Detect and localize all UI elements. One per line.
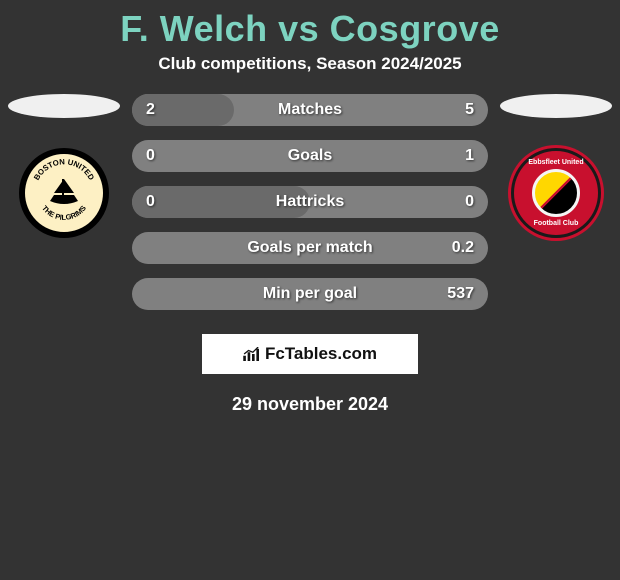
badge-left-ring-icon: BOSTON UNITED THE PILGRIMS: [25, 154, 103, 232]
stat-label: Min per goal: [263, 285, 357, 303]
stat-value-left: 0: [146, 193, 155, 211]
stat-row: 2 Matches 5: [132, 94, 488, 126]
stat-label: Hattricks: [276, 193, 344, 211]
footer-brand-box: FcTables.com: [202, 334, 418, 374]
stat-row: Min per goal 537: [132, 278, 488, 310]
stat-value-right: 0.2: [452, 239, 474, 257]
svg-text:THE PILGRIMS: THE PILGRIMS: [40, 204, 88, 222]
player-right-silhouette: [500, 94, 612, 118]
stat-value-left: 2: [146, 101, 155, 119]
svg-text:BOSTON UNITED: BOSTON UNITED: [32, 157, 96, 182]
page-title: F. Welch vs Cosgrove: [0, 8, 620, 50]
player-left-silhouette: [8, 94, 120, 118]
chart-icon: [243, 347, 261, 361]
comparison-card: F. Welch vs Cosgrove Club competitions, …: [0, 0, 620, 415]
badge-right-inner-icon: [532, 169, 580, 217]
main-content: BOSTON UNITED THE PILGRIMS: [0, 94, 620, 310]
right-side: Ebbsfleet United Football Club: [496, 94, 616, 238]
left-side: BOSTON UNITED THE PILGRIMS: [4, 94, 124, 238]
stat-value-right: 5: [465, 101, 474, 119]
stat-row: 0 Hattricks 0: [132, 186, 488, 218]
footer-brand-text: FcTables.com: [265, 344, 377, 364]
stat-label: Goals per match: [247, 239, 372, 257]
date-text: 29 november 2024: [0, 394, 620, 415]
badge-right-bottom-text: Football Club: [534, 220, 579, 227]
stat-value-right: 1: [465, 147, 474, 165]
stat-label: Goals: [288, 147, 332, 165]
stat-value-right: 0: [465, 193, 474, 211]
stats-column: 2 Matches 5 0 Goals 1 0 Hattricks 0 Goals per mat…: [124, 94, 496, 310]
stat-row: Goals per match 0.2: [132, 232, 488, 264]
badge-right-top-text: Ebbsfleet United: [528, 159, 583, 166]
stat-value-left: 0: [146, 147, 155, 165]
subtitle: Club competitions, Season 2024/2025: [0, 54, 620, 74]
team-badge-right: Ebbsfleet United Football Club: [511, 148, 601, 238]
stat-label: Matches: [278, 101, 342, 119]
team-badge-left: BOSTON UNITED THE PILGRIMS: [19, 148, 109, 238]
stat-row: 0 Goals 1: [132, 140, 488, 172]
stat-value-right: 537: [447, 285, 474, 303]
